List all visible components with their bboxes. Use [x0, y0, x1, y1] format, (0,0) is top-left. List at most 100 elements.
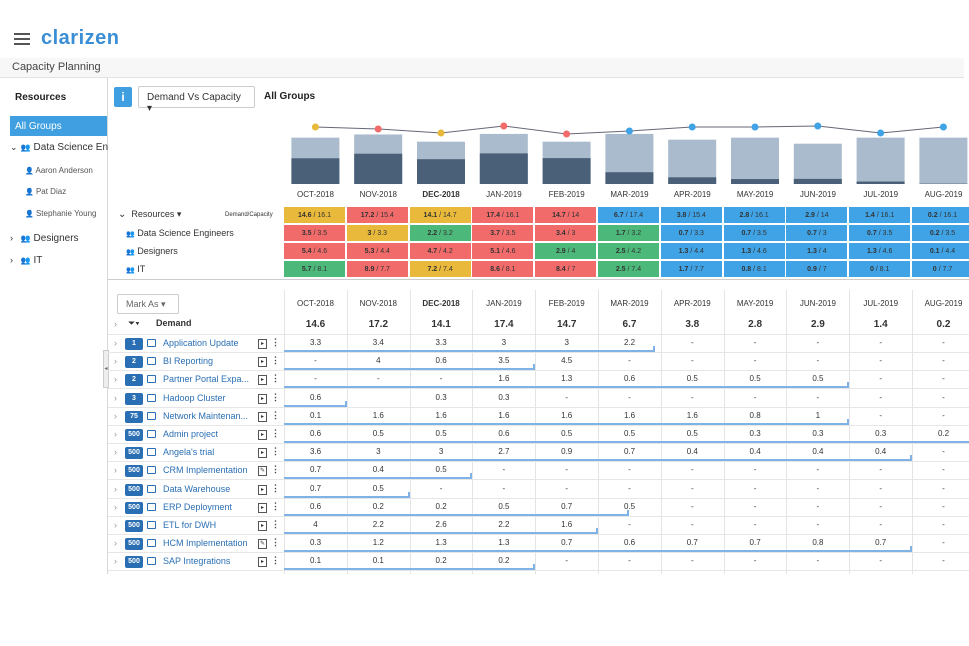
capacity-cell[interactable]: 0.7 / 3.3 — [660, 225, 723, 242]
demand-cell[interactable]: - — [816, 483, 820, 493]
demand-cell[interactable]: 1 — [815, 410, 821, 420]
sidebar-item-designers[interactable]: › 👥 Designers — [10, 233, 108, 244]
capacity-cell[interactable]: 5.1 / 4.6 — [472, 243, 535, 260]
demand-cell[interactable]: - — [942, 392, 945, 402]
capacity-total-cell[interactable]: 14.1 / 14.7 — [409, 207, 472, 224]
project-row[interactable]: › 500 ETL for DWH ▸ ⋮ 4 2.2 2.6 2.2 1.6 - - - - - - — [108, 517, 969, 535]
capacity-cell[interactable]: 1.7 / 3.2 — [598, 225, 660, 242]
capacity-point[interactable] — [500, 122, 508, 130]
play-icon[interactable]: ▸ — [258, 502, 267, 513]
demand-cell[interactable]: 0.4 — [686, 447, 698, 457]
capacity-cell[interactable]: 0.9 / 7 — [786, 261, 849, 278]
project-name-link[interactable]: Application Update — [163, 338, 239, 348]
project-name-link[interactable]: BI Reporting — [163, 356, 214, 367]
demand-cell[interactable]: - — [628, 392, 631, 402]
capacity-total-cell[interactable]: 1.4 / 16.1 — [849, 207, 912, 224]
demand-cell[interactable]: - — [942, 356, 945, 366]
demand-cell[interactable]: 2.7 — [498, 447, 510, 457]
more-icon[interactable]: ⋮ — [271, 519, 280, 529]
capacity-cell[interactable]: 5.3 / 4.4 — [346, 243, 409, 260]
demand-bar[interactable] — [731, 179, 779, 184]
demand-cell[interactable]: - — [565, 556, 569, 566]
capacity-cell[interactable]: 3.7 / 3.5 — [472, 225, 535, 242]
capacity-cell[interactable]: 4.7 / 4.2 — [409, 243, 472, 260]
expand-icon[interactable]: › — [114, 374, 117, 385]
more-icon[interactable]: ⋮ — [271, 391, 280, 402]
demand-bar[interactable] — [542, 158, 591, 184]
more-icon[interactable]: ⋮ — [271, 482, 280, 493]
capacity-point[interactable] — [625, 127, 633, 135]
demand-cell[interactable]: 0.5 — [749, 374, 761, 384]
demand-cell[interactable]: - — [942, 338, 945, 347]
project-name-link[interactable]: Data Warehouse — [163, 483, 231, 494]
capacity-cell[interactable]: 8.9 / 7.7 — [346, 261, 409, 278]
demand-cell[interactable]: 1.3 — [498, 538, 510, 548]
demand-cell[interactable]: 0.1 — [372, 556, 384, 566]
demand-cell[interactable]: 0.7 — [309, 465, 322, 475]
capacity-total-cell[interactable]: 17.2 / 15.4 — [346, 207, 409, 224]
capacity-bar[interactable] — [731, 137, 779, 184]
timeline-bar[interactable] — [284, 386, 850, 389]
play-icon[interactable]: ▸ — [258, 375, 267, 386]
expand-icon[interactable]: › — [114, 356, 117, 367]
timeline-handle[interactable] — [470, 473, 473, 480]
demand-cell[interactable]: - — [942, 465, 945, 475]
capacity-point[interactable] — [939, 123, 947, 131]
demand-cell[interactable]: 0.3 — [875, 429, 887, 438]
more-icon[interactable]: ⋮ — [271, 500, 280, 511]
demand-cell[interactable]: 0.3 — [435, 392, 447, 402]
demand-cell[interactable]: - — [879, 501, 883, 511]
demand-cell[interactable]: 0.6 — [623, 374, 636, 384]
capacity-cell[interactable]: 1.3 / 4.6 — [849, 243, 912, 260]
demand-cell[interactable]: - — [628, 483, 631, 493]
capacity-total-cell[interactable]: 0.2 / 16.1 — [912, 207, 969, 224]
capacity-point[interactable] — [877, 129, 885, 137]
demand-cell[interactable]: - — [690, 520, 694, 529]
demand-cell[interactable]: - — [879, 374, 883, 384]
timeline-handle[interactable] — [847, 418, 850, 425]
demand-cell[interactable]: 0.7 — [309, 483, 322, 493]
demand-cell[interactable]: 1.6 — [498, 374, 510, 384]
timeline-bar[interactable] — [284, 441, 969, 443]
demand-cell[interactable]: - — [942, 538, 945, 548]
demand-cell[interactable]: - — [816, 556, 820, 566]
demand-cell[interactable]: 3.6 — [309, 447, 322, 457]
demand-cell[interactable]: 0.5 — [812, 374, 824, 384]
play-icon[interactable]: ▸ — [258, 357, 267, 368]
project-row[interactable]: › 500 HCM Implementation ✎ ⋮ 0.3 1.2 1.3 1.3 0.7 0… — [108, 535, 969, 554]
demand-cell[interactable]: 2.6 — [435, 520, 447, 529]
demand-cell[interactable]: 2.2 — [623, 338, 636, 347]
play-icon[interactable]: ▸ — [258, 557, 267, 568]
demand-cell[interactable]: 0.5 — [686, 374, 698, 384]
demand-cell[interactable]: 1.3 — [561, 374, 573, 384]
timeline-bar[interactable] — [284, 568, 536, 571]
capacity-cell[interactable]: 7.2 / 7.4 — [409, 261, 472, 278]
capacity-cell[interactable]: 0 / 8.1 — [849, 261, 912, 278]
demand-cell[interactable]: 0.5 — [435, 465, 447, 475]
more-icon[interactable]: ⋮ — [271, 537, 280, 548]
demand-cell[interactable]: - — [753, 356, 757, 366]
capacity-cell[interactable]: 2.5 / 4.2 — [598, 243, 660, 260]
timeline-bar[interactable] — [284, 477, 473, 480]
demand-cell[interactable]: 0.4 — [749, 447, 761, 457]
capacity-point[interactable] — [751, 123, 759, 131]
project-row[interactable]: › 500 ERP Deployment ▸ ⋮ 0.6 0.2 0.2 0.5 0.7 0.5 - -… — [108, 499, 969, 517]
project-row[interactable]: › 75 Network Maintenan... ▸ ⋮ 0.1 1.6 1.6 1.6 1.6… — [108, 408, 969, 426]
expand-icon[interactable]: › — [114, 520, 117, 530]
demand-cell[interactable]: - — [565, 392, 569, 402]
app-logo[interactable]: clarizen — [41, 27, 120, 49]
expand-icon[interactable]: › — [114, 447, 117, 458]
capacity-total-cell[interactable]: 2.9 / 14 — [786, 207, 849, 224]
play-icon[interactable]: ▸ — [258, 393, 267, 404]
timeline-bar[interactable] — [284, 550, 912, 553]
demand-cell[interactable]: 4 — [313, 520, 318, 529]
demand-cell[interactable]: - — [690, 465, 694, 475]
more-icon[interactable]: ⋮ — [271, 446, 280, 457]
capacity-cell[interactable]: 1.7 / 7.7 — [660, 261, 723, 278]
capacity-cell[interactable]: 5.4 / 4.6 — [284, 243, 346, 260]
demand-cell[interactable]: - — [439, 483, 443, 493]
timeline-bar[interactable] — [284, 513, 630, 516]
demand-cell[interactable]: 1.2 — [372, 538, 384, 548]
capacity-cell[interactable]: 8.6 / 8.1 — [472, 261, 535, 278]
project-row[interactable]: › 500 Admin project ▸ ⋮ 0.6 0.5 0.5 0.6 0.5 0.5 0.5… — [108, 426, 969, 444]
